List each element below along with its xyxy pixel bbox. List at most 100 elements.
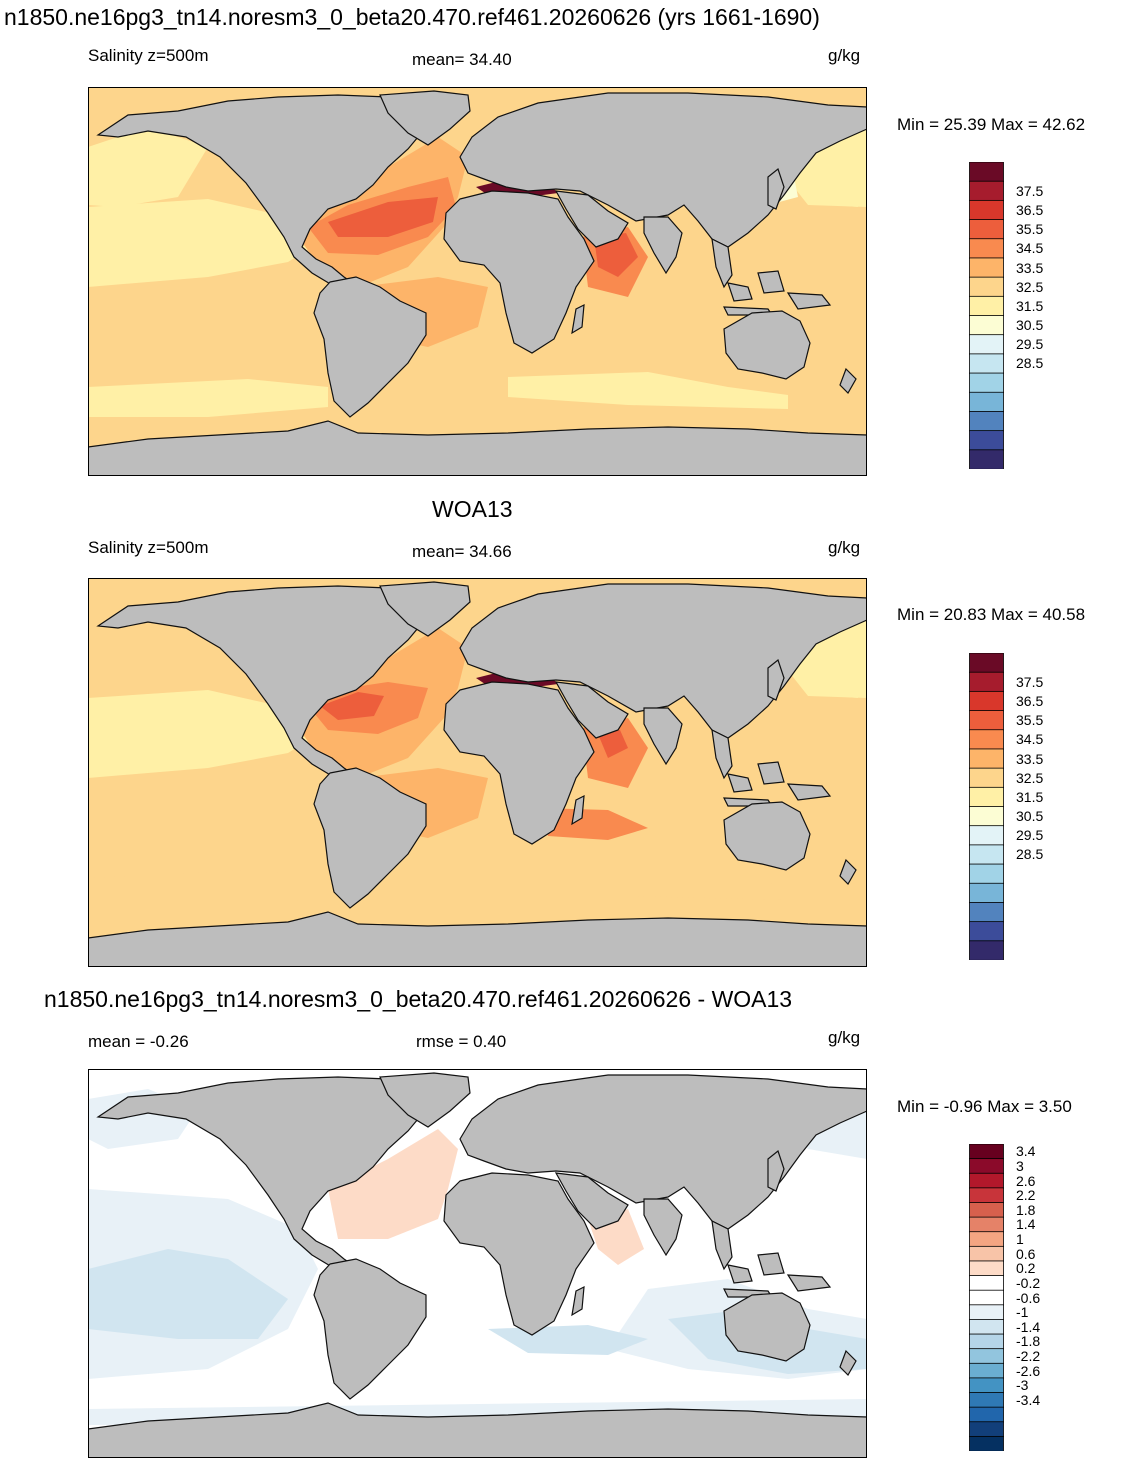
colorbar-box [969, 1245, 1004, 1262]
panel2-minmax-label: Min = 20.83 Max = 40.58 [897, 605, 1086, 624]
colorbar-tick-label: -1.4 [1016, 1318, 1041, 1335]
colorbar-tick-label: 1.8 [1016, 1201, 1036, 1218]
colorbar-tick-label: 2.6 [1016, 1172, 1036, 1189]
colorbar-box [969, 315, 1004, 336]
panel1-units-label: g/kg [828, 46, 861, 65]
colorbar-tick-label: 34.5 [1016, 240, 1044, 257]
map-frame [88, 1069, 867, 1458]
colorbar-box [969, 1421, 1004, 1438]
colorbar-box [969, 161, 1004, 182]
colorbar-tick-label: -0.6 [1016, 1289, 1041, 1306]
colorbar-box [969, 1392, 1004, 1408]
colorbar-box [969, 353, 1004, 374]
colorbar-tick-label: -2.6 [1016, 1362, 1041, 1379]
colorbar-tick-label: 37.5 [1016, 673, 1044, 690]
colorbar-box [969, 1333, 1004, 1350]
colorbar-tick-label: 31.5 [1016, 788, 1044, 805]
colorbar-tick-label: 28.5 [1016, 355, 1044, 372]
colorbar-box [969, 1348, 1004, 1364]
colorbar-box [969, 748, 1004, 769]
colorbar-tick-label: 35.5 [1016, 712, 1044, 729]
colorbar-box [969, 257, 1004, 278]
salinity-map-svg [88, 87, 867, 476]
panel1-minmax-label: Min = 25.39 Max = 42.62 [897, 115, 1086, 134]
colorbar-box [969, 238, 1004, 259]
colorbar-box [969, 449, 1004, 470]
ocean-difference-region [328, 1129, 458, 1239]
ocean-difference-region [88, 1249, 288, 1339]
colorbar-tick-label: 30.5 [1016, 808, 1044, 825]
colorbar-tick-label: 1.4 [1016, 1216, 1036, 1233]
colorbar-box [969, 411, 1004, 432]
colorbar-box [969, 882, 1004, 904]
colorbar-tick-label: -3.4 [1016, 1391, 1041, 1408]
colorbar-tick-label: 1 [1016, 1231, 1024, 1248]
colorbar-box [969, 1275, 1004, 1291]
ocean-salinity-region [538, 808, 648, 840]
colorbar-tick-label: 37.5 [1016, 182, 1044, 199]
colorbar-box [969, 652, 1004, 673]
colorbar-tick-label: 31.5 [1016, 297, 1044, 314]
colorbar-box [969, 180, 1004, 202]
colorbar-box [969, 844, 1004, 865]
colorbar-box [969, 199, 1004, 221]
colorbar-box [969, 1362, 1004, 1379]
colorbar-box [969, 1202, 1004, 1218]
ocean-salinity-region [88, 870, 328, 908]
colorbar-tick-label: -2.2 [1016, 1347, 1041, 1364]
panel2-mean-label: mean= 34.66 [412, 542, 512, 561]
difference-map-svg [88, 1069, 867, 1458]
ocean-salinity-region [508, 372, 788, 409]
colorbar-box [969, 690, 1004, 712]
panel1-colorbar [969, 161, 1004, 470]
colorbar-tick-label: 0.6 [1016, 1245, 1036, 1262]
colorbar-tick-label: 29.5 [1016, 827, 1044, 844]
colorbar-box [969, 729, 1004, 750]
panel3-rmse-label: rmse = 0.40 [416, 1032, 507, 1051]
ocean-salinity-region [320, 692, 384, 720]
colorbar-box [969, 863, 1004, 884]
ocean-salinity-region [88, 690, 328, 778]
colorbar-box [969, 1231, 1004, 1248]
colorbar-tick-label: 33.5 [1016, 259, 1044, 276]
map-frame [88, 87, 867, 476]
salinity-map-svg [88, 578, 867, 967]
ocean-salinity-region [328, 197, 438, 237]
colorbar-tick-label: 30.5 [1016, 317, 1044, 334]
colorbar-tick-label: 32.5 [1016, 769, 1044, 786]
colorbar-box [969, 902, 1004, 923]
colorbar-box [969, 276, 1004, 298]
colorbar-box [969, 825, 1004, 846]
colorbar-box [969, 1406, 1004, 1423]
ocean-salinity-region [508, 863, 788, 900]
colorbar-svg [969, 652, 1004, 961]
panel1-title: n1850.ne16pg3_tn14.noresm3_0_beta20.470.… [4, 4, 820, 30]
colorbar-tick-label: 3 [1016, 1157, 1024, 1174]
colorbar-tick-label: 36.5 [1016, 692, 1044, 709]
ocean-salinity-region [88, 199, 328, 287]
panel3-difference-map [88, 1069, 867, 1458]
ocean-salinity-region [88, 127, 208, 207]
colorbar-box [969, 1216, 1004, 1233]
colorbar-svg [969, 1143, 1004, 1452]
colorbar-tick-label: -3 [1016, 1377, 1029, 1394]
colorbar-box [969, 372, 1004, 393]
ocean-salinity-region [598, 730, 628, 758]
colorbar-box [969, 1158, 1004, 1174]
colorbar-box [969, 1377, 1004, 1394]
colorbar-box [969, 295, 1004, 317]
colorbar-box [969, 1172, 1004, 1189]
colorbar-tick-label: 36.5 [1016, 201, 1044, 218]
panel1-variable-label: Salinity z=500m [88, 46, 209, 65]
colorbar-box [969, 671, 1004, 693]
colorbar-box [969, 334, 1004, 355]
colorbar-tick-label: 33.5 [1016, 750, 1044, 767]
colorbar-box [969, 219, 1004, 240]
colorbar-box [969, 391, 1004, 413]
colorbar-box [969, 1319, 1004, 1335]
ocean-salinity-region [88, 379, 328, 417]
colorbar-tick-label: -0.2 [1016, 1274, 1041, 1291]
colorbar-box [969, 1187, 1004, 1204]
panel3-mean-label: mean = -0.26 [88, 1032, 189, 1051]
colorbar-tick-label: -1.8 [1016, 1333, 1041, 1350]
